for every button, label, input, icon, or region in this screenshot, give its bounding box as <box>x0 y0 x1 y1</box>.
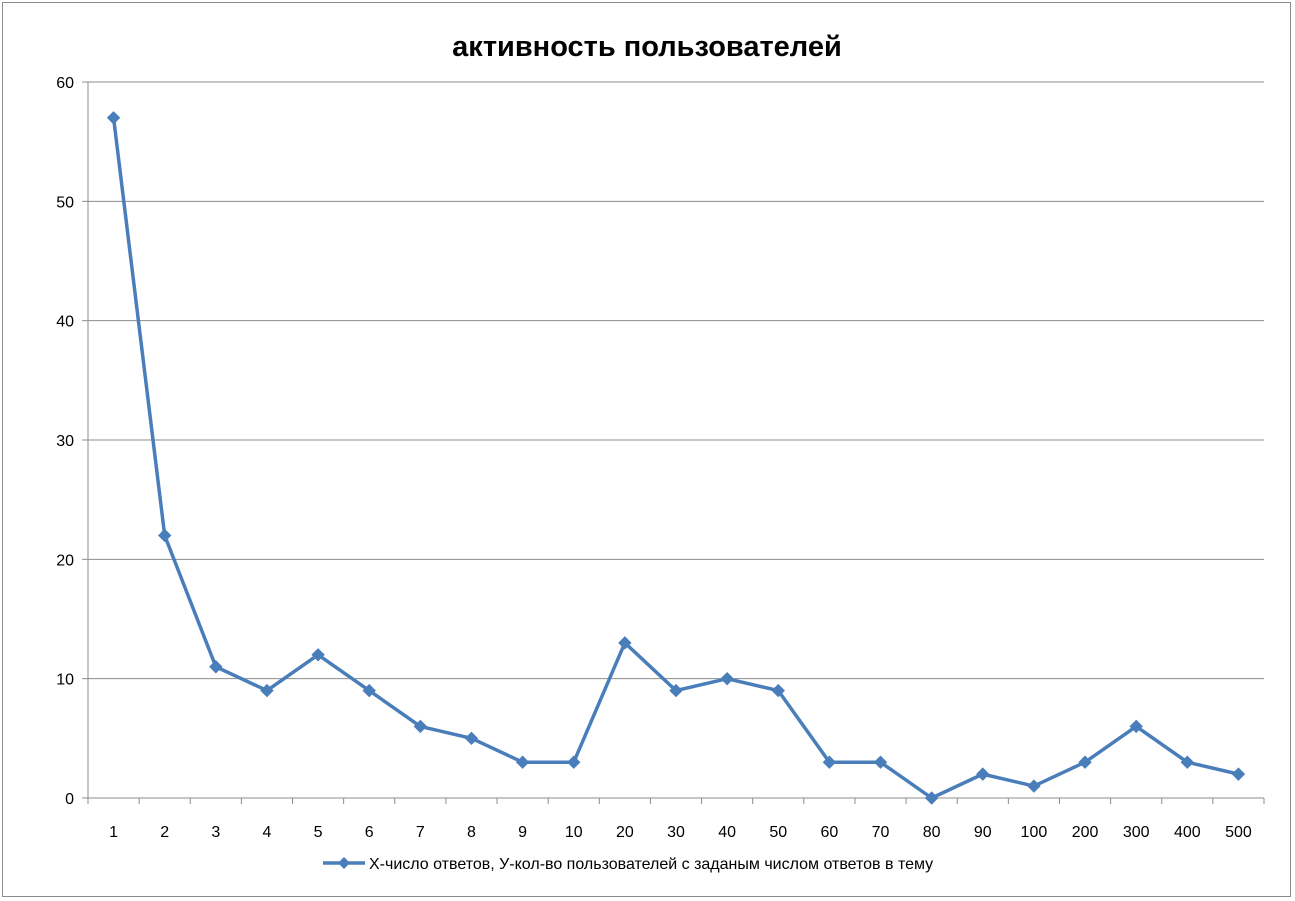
x-tick-label-80: 80 <box>923 824 941 841</box>
x-tick-label-7: 7 <box>416 824 425 841</box>
data-point-500 <box>1231 767 1246 781</box>
x-tick-label-200: 200 <box>1072 824 1099 841</box>
data-point-60 <box>822 755 837 769</box>
x-tick-label-400: 400 <box>1174 824 1201 841</box>
y-tick-label-10: 10 <box>56 672 74 689</box>
x-tick-label-8: 8 <box>467 824 476 841</box>
x-tick-label-10: 10 <box>565 824 583 841</box>
data-point-2 <box>157 528 172 543</box>
y-tick-label-50: 50 <box>56 194 74 211</box>
data-point-6 <box>362 683 376 698</box>
data-point-40 <box>720 671 734 686</box>
x-tick-label-3: 3 <box>211 824 220 841</box>
y-tick-label-60: 60 <box>56 75 74 92</box>
x-tick-label-50: 50 <box>769 824 787 841</box>
data-point-20 <box>618 636 632 650</box>
data-point-300 <box>1129 719 1143 734</box>
data-point-100 <box>1027 779 1041 793</box>
x-tick-label-6: 6 <box>365 824 374 841</box>
data-point-7 <box>413 719 428 734</box>
data-point-3 <box>209 660 223 674</box>
data-point-4 <box>260 683 274 698</box>
x-tick-label-1: 1 <box>109 824 118 841</box>
data-point-80 <box>924 791 939 805</box>
y-tick-label-40: 40 <box>56 314 74 331</box>
data-point-90 <box>976 767 990 781</box>
data-point-70 <box>873 755 888 769</box>
y-tick-labels: 0 10 20 30 40 50 60 <box>56 75 74 808</box>
gridlines <box>88 81 1264 680</box>
x-tick-label-300: 300 <box>1123 824 1150 841</box>
legend-marker <box>338 857 350 869</box>
data-point-400 <box>1180 755 1195 769</box>
x-tick-label-2: 2 <box>160 824 169 841</box>
x-tick-label-500: 500 <box>1225 824 1252 841</box>
x-tick-label-90: 90 <box>974 824 992 841</box>
x-tick-labels: 1 2 3 4 5 6 7 8 9 10 20 30 40 50 60 70 80 90 100 200 300 400 5… <box>109 824 1252 841</box>
legend-label: Х-число ответов, У-кол-во пользователей … <box>369 856 933 873</box>
y-tick-label-20: 20 <box>56 552 74 569</box>
data-point-9 <box>515 755 530 769</box>
data-point-1 <box>106 111 121 125</box>
data-point-200 <box>1078 755 1092 769</box>
x-tick-label-9: 9 <box>518 824 527 841</box>
series-layer <box>106 111 1246 805</box>
data-point-30 <box>669 683 683 698</box>
chart-title: активность пользователей <box>452 31 842 63</box>
data-point-50 <box>771 683 785 698</box>
x-tick-label-40: 40 <box>718 824 736 841</box>
x-tick-label-5: 5 <box>314 824 323 841</box>
x-tick-label-100: 100 <box>1021 824 1048 841</box>
y-tick-label-0: 0 <box>65 791 74 808</box>
x-tick-label-30: 30 <box>667 824 685 841</box>
legend: Х-число ответов, У-кол-во пользователей … <box>323 856 933 873</box>
x-tick-label-4: 4 <box>263 824 272 841</box>
x-tick-label-70: 70 <box>872 824 890 841</box>
data-point-10 <box>567 755 581 769</box>
line-chart: активность пользователей 0 10 20 30 40 50 60 1… <box>56 31 1265 873</box>
x-tick-label-20: 20 <box>616 824 634 841</box>
y-tick-label-30: 30 <box>56 433 74 450</box>
axes <box>82 81 1265 804</box>
data-point-8 <box>464 731 479 746</box>
data-point-5 <box>311 648 325 662</box>
x-tick-label-60: 60 <box>820 824 838 841</box>
